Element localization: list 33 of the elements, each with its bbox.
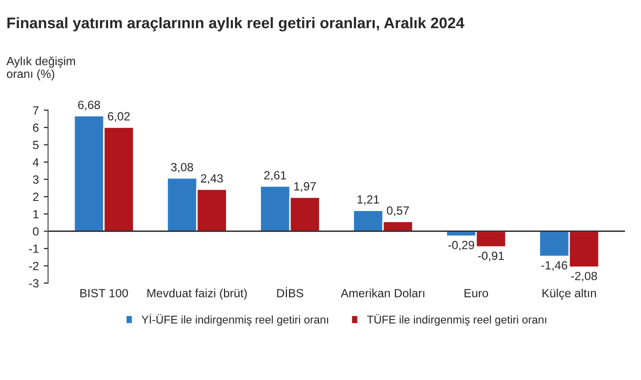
x-tick-label: Külçe altın	[542, 288, 596, 300]
data-label: -0,29	[448, 240, 474, 251]
legend-label: Yİ-ÜFE ile indirgenmiş reel getiri oranı	[142, 314, 328, 326]
y-tick-label: -1	[29, 244, 38, 253]
data-label: 0,57	[386, 206, 409, 216]
x-tick-label: BIST 100	[80, 288, 128, 298]
y-tick-label: -2	[29, 262, 38, 270]
data-label: 2,43	[200, 174, 223, 184]
data-label: 2,61	[264, 171, 286, 181]
y-tick-label: 0	[32, 227, 39, 236]
data-label: 6,68	[78, 100, 100, 110]
x-tick-label: Euro	[464, 289, 488, 298]
x-tick-label: Amerikan Doları	[340, 288, 424, 298]
y-axis-title: Aylık değişim oranı (%)	[6, 56, 75, 80]
y-tick-label: -3	[29, 279, 39, 288]
chart-title: Finansal yatırım araçlarının aylık reel getiri oranları, Aralık 2024	[7, 17, 464, 32]
y-tick-label: 4	[32, 158, 39, 166]
y-tick-label: 7	[33, 106, 38, 114]
data-label: 3,08	[171, 162, 194, 173]
data-label: -0,91	[478, 252, 504, 262]
legend-label: TÜFE ile indirgenmiş reel getiri oranı	[367, 314, 546, 326]
data-label: -1,46	[541, 261, 568, 271]
y-tick-label: 2	[33, 192, 38, 201]
data-label: 1,97	[294, 182, 316, 192]
y-tick-label: 1	[33, 210, 38, 218]
x-tick-label: Mevduat faizi (brüt)	[147, 288, 247, 300]
y-tick-label: 6	[33, 124, 39, 132]
x-tick-label: DİBS	[277, 287, 304, 298]
data-label: -2,08	[571, 272, 597, 282]
data-label: 6,02	[108, 112, 130, 122]
y-tick-label: 3	[32, 175, 39, 184]
data-label: 1,21	[358, 195, 380, 206]
y-tick-label: 5	[32, 140, 39, 150]
